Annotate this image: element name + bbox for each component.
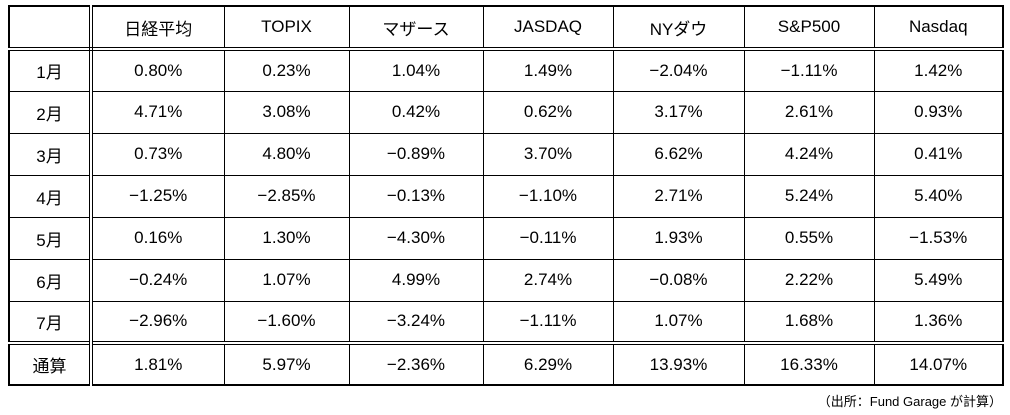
row-label: 3月 — [8, 132, 93, 176]
return-cell: −0.13% — [348, 174, 484, 218]
row-label: 5月 — [8, 216, 93, 260]
column-header: TOPIX — [223, 5, 350, 51]
total-return-cell: 16.33% — [743, 341, 875, 386]
return-cell: 1.42% — [873, 48, 1004, 92]
return-cell: 0.93% — [873, 90, 1004, 134]
column-header: S&P500 — [743, 5, 875, 51]
return-cell: −0.89% — [348, 132, 484, 176]
return-cell: 4.99% — [348, 258, 484, 302]
return-cell: −0.11% — [482, 216, 614, 260]
return-cell: 5.24% — [743, 174, 875, 218]
return-cell: 1.36% — [873, 300, 1004, 344]
total-row-label: 通算 — [8, 341, 93, 386]
return-cell: 1.07% — [223, 258, 350, 302]
table-row: 6月 −0.24% 1.07% 4.99% 2.74% −0.08% 2.22% 5.49% — [8, 258, 1004, 302]
source-note: （出所：Fund Garage が計算） — [817, 394, 1002, 409]
return-cell: −1.10% — [482, 174, 614, 218]
row-label: 4月 — [8, 174, 93, 218]
return-cell: 2.22% — [743, 258, 875, 302]
row-label: 6月 — [8, 258, 93, 302]
return-cell: 1.30% — [223, 216, 350, 260]
return-cell: −0.24% — [90, 258, 225, 302]
return-cell: 1.68% — [743, 300, 875, 344]
table-row: 7月 −2.96% −1.60% −3.24% −1.11% 1.07% 1.68% 1.36… — [8, 300, 1004, 344]
column-header: NYダウ — [612, 5, 745, 51]
row-label: 1月 — [8, 48, 93, 92]
return-cell: 0.42% — [348, 90, 484, 134]
return-cell: 2.71% — [612, 174, 745, 218]
return-cell: 3.70% — [482, 132, 614, 176]
return-cell: 1.93% — [612, 216, 745, 260]
return-cell: −0.08% — [612, 258, 745, 302]
column-header: Nasdaq — [873, 5, 1004, 51]
table-row: 5月 0.16% 1.30% −4.30% −0.11% 1.93% 0.55% −1.53% — [8, 216, 1004, 260]
return-cell: 5.40% — [873, 174, 1004, 218]
return-cell: 0.62% — [482, 90, 614, 134]
total-return-cell: 14.07% — [873, 341, 1004, 386]
table-row: 4月 −1.25% −2.85% −0.13% −1.10% 2.71% 5.24% 5.40… — [8, 174, 1004, 218]
return-cell: −3.24% — [348, 300, 484, 344]
return-cell: 0.73% — [90, 132, 225, 176]
returns-table: 日経平均 TOPIX マザース JASDAQ NYダウ S&P500 Nasdaq 1月 0.… — [8, 5, 1004, 386]
table-row: 1月 0.80% 0.23% 1.04% 1.49% −2.04% −1.11% 1.42% — [8, 48, 1004, 92]
total-return-cell: 1.81% — [90, 341, 225, 386]
return-cell: 3.08% — [223, 90, 350, 134]
return-cell: 4.71% — [90, 90, 225, 134]
return-cell: −2.04% — [612, 48, 745, 92]
return-cell: −2.96% — [90, 300, 225, 344]
return-cell: −2.85% — [223, 174, 350, 218]
table-body: 1月 0.80% 0.23% 1.04% 1.49% −2.04% −1.11% 1.42% 2… — [8, 48, 1004, 344]
return-cell: 5.49% — [873, 258, 1004, 302]
row-label: 7月 — [8, 300, 93, 344]
total-row: 通算 1.81% 5.97% −2.36% 6.29% 13.93% 16.33% 14.07… — [8, 341, 1004, 386]
total-return-cell: 13.93% — [612, 341, 745, 386]
table-row: 3月 0.73% 4.80% −0.89% 3.70% 6.62% 4.24% 0.41% — [8, 132, 1004, 176]
return-cell: 2.61% — [743, 90, 875, 134]
column-header: マザース — [348, 5, 484, 51]
return-cell: −1.11% — [482, 300, 614, 344]
column-header: 日経平均 — [90, 5, 225, 51]
return-cell: 6.62% — [612, 132, 745, 176]
return-cell: −1.60% — [223, 300, 350, 344]
return-cell: −1.53% — [873, 216, 1004, 260]
return-cell: 3.17% — [612, 90, 745, 134]
corner-cell — [8, 5, 93, 51]
return-cell: −1.11% — [743, 48, 875, 92]
total-return-cell: −2.36% — [348, 341, 484, 386]
return-cell: 1.49% — [482, 48, 614, 92]
total-return-cell: 5.97% — [223, 341, 350, 386]
return-cell: 1.04% — [348, 48, 484, 92]
column-header: JASDAQ — [482, 5, 614, 51]
return-cell: 1.07% — [612, 300, 745, 344]
total-return-cell: 6.29% — [482, 341, 614, 386]
return-cell: −4.30% — [348, 216, 484, 260]
return-cell: 4.80% — [223, 132, 350, 176]
return-cell: 0.41% — [873, 132, 1004, 176]
return-cell: 0.16% — [90, 216, 225, 260]
return-cell: 0.80% — [90, 48, 225, 92]
header-row: 日経平均 TOPIX マザース JASDAQ NYダウ S&P500 Nasdaq — [8, 5, 1004, 51]
return-cell: −1.25% — [90, 174, 225, 218]
return-cell: 0.23% — [223, 48, 350, 92]
return-cell: 4.24% — [743, 132, 875, 176]
return-cell: 0.55% — [743, 216, 875, 260]
table-row: 2月 4.71% 3.08% 0.42% 0.62% 3.17% 2.61% 0.93% — [8, 90, 1004, 134]
row-label: 2月 — [8, 90, 93, 134]
return-cell: 2.74% — [482, 258, 614, 302]
